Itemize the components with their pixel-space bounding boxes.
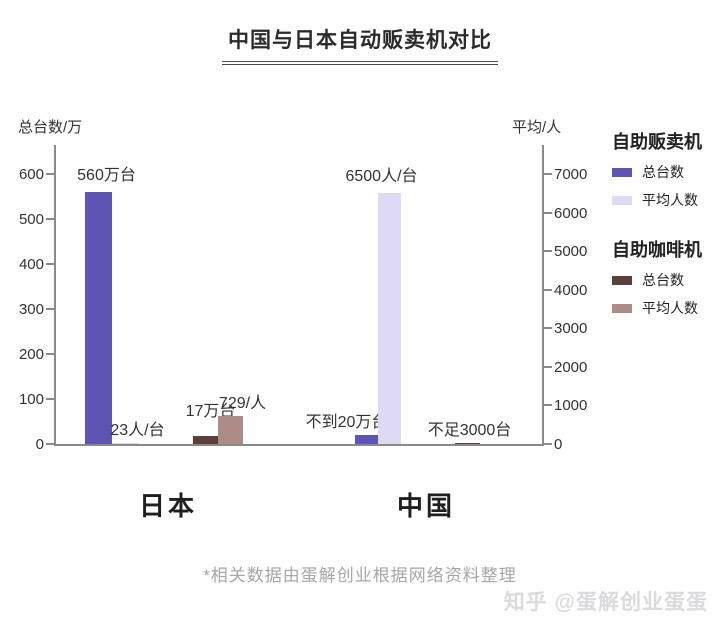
legend-group-title: 自助贩卖机 <box>612 132 702 152</box>
left-axis-title: 总台数/万 <box>18 119 83 136</box>
right-axis-line <box>542 145 544 446</box>
right-axis-tick <box>544 211 552 214</box>
left-axis-tick-label: 300 <box>18 301 44 318</box>
bar-value-label: 729/人 <box>218 395 267 412</box>
right-axis-tick <box>544 443 552 445</box>
right-axis-tick-label: 1000 <box>554 397 588 415</box>
legend-group-vending: 自助贩卖机 总台数 平均人数 <box>612 128 716 210</box>
left-axis-tick <box>46 398 54 400</box>
right-axis-tick <box>544 288 552 291</box>
left-axis-tick <box>46 443 54 445</box>
left-axis-tick <box>46 353 54 355</box>
left-axis-tick <box>46 263 54 265</box>
coffee-total-swatch <box>612 275 632 285</box>
vending-average-swatch <box>612 195 632 205</box>
bar-自助贩卖机-平均人数 <box>378 193 401 444</box>
right-axis-tick-label: 2000 <box>554 358 588 376</box>
legend-item: 总台数 <box>612 270 716 290</box>
vending-total-swatch <box>612 167 632 177</box>
right-axis-tick-label: 3000 <box>554 320 588 338</box>
left-axis-tick-label: 200 <box>18 346 44 363</box>
bar-自助咖啡机-总台数 <box>193 436 218 444</box>
legend-item-label: 总台数 <box>642 164 684 180</box>
bar-value-label: 560万台 <box>77 167 136 184</box>
x-axis-line <box>54 444 544 446</box>
bar-value-label: 6500人/台 <box>345 168 418 185</box>
legend-item-label: 平均人数 <box>642 192 698 208</box>
legend-item: 总台数 <box>612 162 716 182</box>
right-axis-tick-label: 6000 <box>554 204 588 222</box>
bar-自助贩卖机-总台数 <box>355 435 378 444</box>
category-label: 中国 <box>396 491 456 521</box>
bar-value-label: 不足3000台 <box>427 422 512 439</box>
left-axis-tick-label: 400 <box>18 256 44 273</box>
bar-自助贩卖机-总台数 <box>85 192 112 444</box>
left-axis-tick-label: 0 <box>35 436 44 453</box>
category-label: 日本 <box>138 491 198 521</box>
left-axis-tick <box>46 173 54 175</box>
left-axis-tick-label: 600 <box>18 166 44 183</box>
left-axis-tick-label: 500 <box>18 211 44 228</box>
legend-item: 平均人数 <box>612 298 716 318</box>
bar-value-label: 17万台 <box>185 403 236 420</box>
legend: 自助贩卖机 总台数 平均人数 自助咖啡机 总台数 平均人数 <box>612 128 716 344</box>
right-axis-tick-label: 4000 <box>554 281 588 299</box>
left-axis-tick-label: 100 <box>18 391 44 408</box>
right-axis-tick-label: 7000 <box>554 166 588 183</box>
bar-自助贩卖机-平均人数 <box>112 443 139 444</box>
right-axis-tick <box>544 173 552 175</box>
coffee-average-swatch <box>612 303 632 313</box>
chart-header: 中国与日本自动贩卖机对比 <box>0 24 720 65</box>
bar-自助咖啡机-总台数 <box>455 443 480 444</box>
left-axis-line <box>54 145 56 446</box>
source-footnote: *相关数据由蛋解创业根据网络资料整理 <box>203 566 517 585</box>
legend-item: 平均人数 <box>612 190 716 210</box>
left-axis-tick <box>46 308 54 310</box>
legend-item-label: 总台数 <box>642 272 684 288</box>
zhihu-watermark: 知乎 @蛋解创业蛋蛋 <box>503 591 708 614</box>
right-axis-title: 平均/人 <box>512 119 562 136</box>
bar-value-label: 23人/台 <box>110 422 165 439</box>
legend-group-title: 自助咖啡机 <box>612 240 702 260</box>
left-axis-tick <box>46 218 54 220</box>
right-axis-tick-label: 0 <box>554 436 563 453</box>
legend-item-label: 平均人数 <box>642 300 698 316</box>
right-axis-tick <box>544 365 552 368</box>
right-axis-tick <box>544 404 552 407</box>
legend-group-coffee: 自助咖啡机 总台数 平均人数 <box>612 236 716 318</box>
chart-title: 中国与日本自动贩卖机对比 <box>222 24 498 65</box>
right-axis-tick-label: 5000 <box>554 243 588 261</box>
right-axis-tick <box>544 327 552 330</box>
right-axis-tick <box>544 250 552 253</box>
bar-自助咖啡机-平均人数 <box>218 416 243 444</box>
bar-value-label: 不到20万台 <box>305 414 388 431</box>
